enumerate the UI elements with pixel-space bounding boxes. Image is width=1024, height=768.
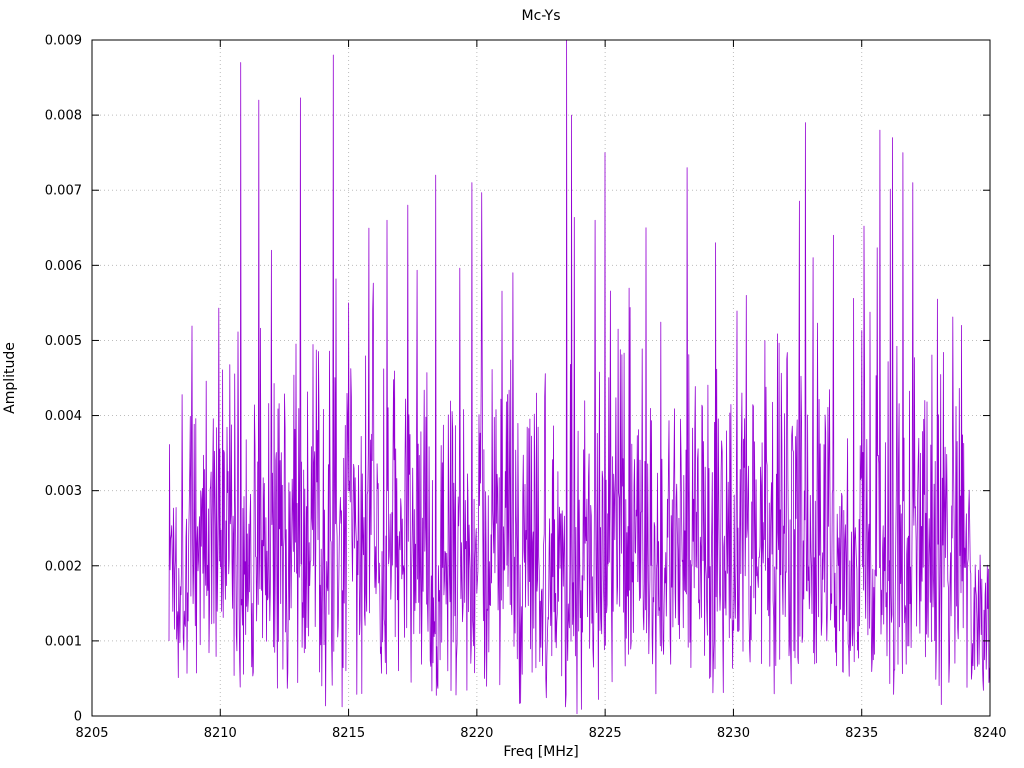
y-tick-label: 0.005	[45, 334, 82, 349]
y-tick-label: 0.007	[45, 184, 82, 199]
chart-title: Mc-Ys	[521, 8, 560, 24]
y-tick-label: 0.009	[45, 34, 82, 49]
y-tick-label: 0.002	[45, 559, 82, 574]
y-tick-label: 0.006	[45, 259, 82, 274]
x-axis-label: Freq [MHz]	[503, 744, 578, 760]
data-series	[168, 39, 991, 715]
x-tick-label: 8210	[204, 726, 237, 741]
y-tick-label: 0	[74, 710, 82, 725]
x-tick-label: 8235	[845, 726, 878, 741]
plot-border	[91, 39, 991, 717]
x-tick-label: 8215	[332, 726, 365, 741]
y-tick-label: 0.008	[45, 109, 82, 124]
y-tick-label: 0.003	[45, 484, 82, 499]
x-tick-label: 8240	[973, 726, 1006, 741]
y-tick-label: 0.004	[45, 409, 82, 424]
x-tick-label: 8230	[717, 726, 750, 741]
x-tick-label: 8225	[589, 726, 622, 741]
y-tick-label: 0.001	[45, 634, 82, 649]
x-tick-label: 8220	[460, 726, 493, 741]
y-axis-label: Amplitude	[2, 342, 18, 414]
x-tick-label: 8205	[75, 726, 108, 741]
